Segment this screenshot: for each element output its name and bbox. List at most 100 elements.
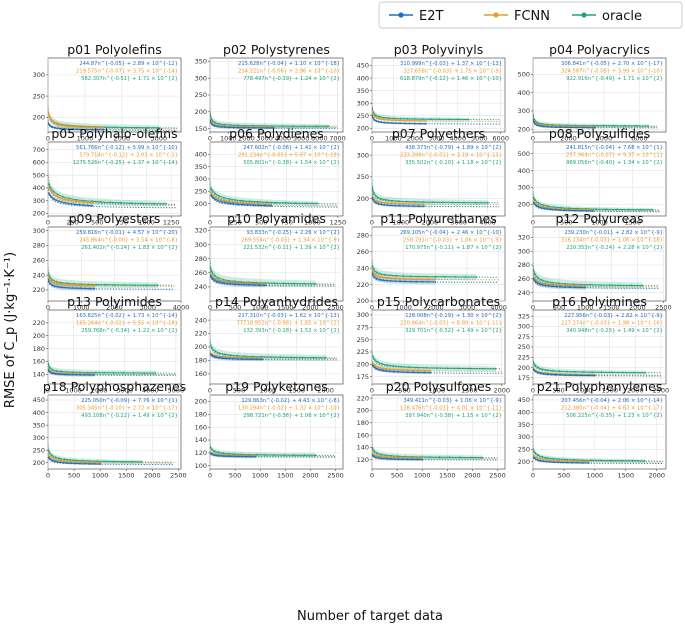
data-point-e2t: [245, 358, 248, 361]
data-point-e2t: [220, 126, 223, 128]
data-point-fcnn: [555, 284, 558, 286]
fit-annotation: 327.658n^{-0.03} + 1.75 × 10^{-9}: [403, 69, 502, 75]
data-point-e2t: [533, 118, 535, 121]
data-point-fcnn: [63, 124, 66, 127]
data-point-fcnn: [576, 460, 579, 463]
data-point-oracle: [283, 454, 285, 456]
data-point-oracle: [469, 367, 472, 370]
data-point-e2t: [534, 458, 537, 461]
data-point-e2t: [57, 127, 59, 130]
data-point-e2t: [210, 276, 213, 278]
data-point-oracle: [48, 366, 51, 369]
fit-annotation: 245.864n^{-0.00} + 3.54 × 10^{-8}: [79, 238, 178, 244]
data-point-fcnn: [544, 283, 547, 285]
panel-title: p15 Polycarbonates: [377, 294, 500, 309]
data-point-e2t: [399, 280, 401, 283]
data-point-e2t: [533, 121, 535, 124]
data-point-e2t: [411, 458, 413, 461]
data-point-e2t: [220, 200, 223, 203]
series-line-oracle: [372, 448, 483, 459]
x-tick-label: 500: [229, 472, 241, 480]
y-tick-label: 450: [33, 396, 45, 404]
data-point-oracle: [391, 199, 394, 202]
x-tick-label: 4000: [275, 135, 292, 143]
data-point-e2t: [434, 281, 437, 283]
data-point-e2t: [372, 198, 374, 201]
data-point-oracle: [583, 124, 585, 127]
x-tick-label: 0: [370, 472, 374, 480]
y-tick-label: 200: [518, 364, 530, 372]
series-line-e2t: [48, 123, 104, 131]
data-point-oracle: [154, 372, 157, 374]
panel-title: p03 Polyvinyls: [394, 42, 484, 57]
data-point-oracle: [293, 282, 295, 285]
data-point-oracle: [434, 275, 437, 278]
panel-p04: p04 Polyacrylics 0 2000 4000 6000 200 300 400 50…: [518, 42, 667, 143]
data-point-e2t: [397, 370, 399, 373]
data-point-oracle: [644, 371, 647, 374]
x-tick-label: 1500: [277, 304, 294, 312]
data-point-e2t: [564, 374, 567, 376]
data-point-oracle: [243, 355, 246, 358]
panel-title: p08 Polysulfides: [549, 126, 650, 141]
data-point-e2t: [237, 126, 240, 129]
data-point-oracle: [265, 201, 268, 204]
data-point-e2t: [561, 461, 564, 464]
data-point-oracle: [281, 125, 284, 127]
x-tick-label: 0: [370, 135, 374, 143]
data-point-fcnn: [382, 276, 385, 279]
x-tick-label: 2000: [493, 387, 510, 395]
y-tick-label: 240: [357, 264, 369, 272]
y-tick-label: 500: [518, 71, 530, 79]
y-tick-label: 160: [195, 423, 207, 431]
band-fcnn: [211, 191, 272, 206]
data-point-e2t: [575, 374, 577, 377]
y-tick-label: 200: [195, 200, 207, 208]
data-point-fcnn: [386, 456, 389, 459]
data-point-fcnn: [380, 118, 383, 120]
data-point-e2t: [216, 280, 219, 283]
data-point-oracle: [557, 282, 560, 285]
data-point-fcnn: [74, 461, 77, 463]
x-tick-label: 1000: [260, 387, 277, 395]
data-point-fcnn: [242, 282, 245, 285]
fit-annotation: 239.230n^{-0.01} + 2.82 × 10^{-9}: [564, 230, 663, 236]
data-point-oracle: [63, 458, 66, 461]
data-point-oracle: [51, 368, 54, 371]
x-tick-label: 1500: [288, 387, 305, 395]
series-line-e2t: [210, 120, 274, 129]
x-tick-label: 5000: [293, 135, 310, 143]
data-point-fcnn: [217, 197, 220, 200]
x-tick-label: 750: [116, 219, 128, 227]
data-point-e2t: [413, 122, 416, 125]
x-tick-label: 1000: [252, 304, 269, 312]
y-tick-label: 240: [518, 289, 530, 297]
data-point-fcnn: [246, 202, 249, 205]
data-point-e2t: [401, 458, 404, 461]
data-point-oracle: [630, 284, 632, 287]
data-point-oracle: [236, 124, 239, 127]
data-point-fcnn: [539, 458, 542, 460]
data-point-fcnn: [232, 201, 235, 204]
y-tick-label: 275: [518, 333, 530, 341]
data-point-oracle: [217, 451, 220, 454]
data-point-e2t: [563, 209, 566, 212]
data-point-e2t: [253, 284, 255, 286]
data-point-fcnn: [379, 275, 381, 278]
x-tick-label: 1500: [624, 219, 641, 227]
y-tick-label: 250: [357, 112, 369, 120]
data-point-oracle: [545, 280, 548, 283]
plot-area: [532, 394, 667, 470]
data-point-e2t: [240, 455, 243, 458]
data-point-oracle: [210, 344, 212, 347]
data-point-oracle: [99, 201, 102, 203]
fit-annotation: 618.879n^{-0.12} + 1.46 × 10^{-10}: [400, 76, 502, 82]
y-tick-label: 250: [518, 445, 530, 453]
data-point-fcnn: [406, 457, 409, 459]
fit-annotation: 778.497n^{-0.39} + 1.24 × 10^{2}: [243, 76, 340, 82]
data-point-e2t: [569, 374, 572, 377]
data-point-fcnn: [375, 116, 378, 119]
data-point-oracle: [303, 125, 306, 128]
data-point-e2t: [253, 127, 256, 129]
